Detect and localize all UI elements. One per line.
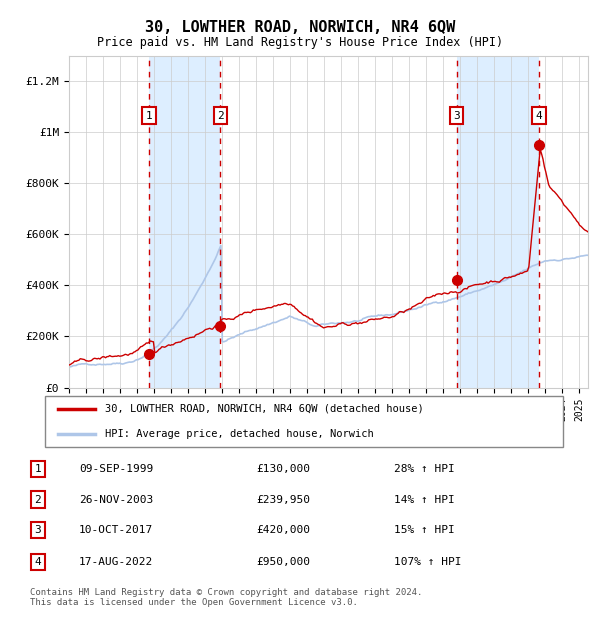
Text: 26-NOV-2003: 26-NOV-2003 xyxy=(79,495,154,505)
Text: £420,000: £420,000 xyxy=(256,525,310,535)
Text: 09-SEP-1999: 09-SEP-1999 xyxy=(79,464,154,474)
Text: 28% ↑ HPI: 28% ↑ HPI xyxy=(394,464,455,474)
Text: Price paid vs. HM Land Registry's House Price Index (HPI): Price paid vs. HM Land Registry's House … xyxy=(97,36,503,49)
Text: 30, LOWTHER ROAD, NORWICH, NR4 6QW: 30, LOWTHER ROAD, NORWICH, NR4 6QW xyxy=(145,20,455,35)
Text: 3: 3 xyxy=(34,525,41,535)
Text: 10-OCT-2017: 10-OCT-2017 xyxy=(79,525,154,535)
Bar xyxy=(457,56,539,388)
Text: 17-AUG-2022: 17-AUG-2022 xyxy=(79,557,154,567)
Text: 1: 1 xyxy=(34,464,41,474)
Text: 15% ↑ HPI: 15% ↑ HPI xyxy=(394,525,455,535)
Text: £950,000: £950,000 xyxy=(256,557,310,567)
Text: £239,950: £239,950 xyxy=(256,495,310,505)
Text: 2: 2 xyxy=(217,110,224,120)
Text: 3: 3 xyxy=(453,110,460,120)
Text: Contains HM Land Registry data © Crown copyright and database right 2024.
This d: Contains HM Land Registry data © Crown c… xyxy=(30,588,422,607)
Text: 2: 2 xyxy=(34,495,41,505)
Bar xyxy=(149,56,220,388)
Text: 4: 4 xyxy=(34,557,41,567)
Text: £130,000: £130,000 xyxy=(256,464,310,474)
Text: 107% ↑ HPI: 107% ↑ HPI xyxy=(394,557,461,567)
Text: 1: 1 xyxy=(145,110,152,120)
FancyBboxPatch shape xyxy=(44,396,563,447)
Text: 14% ↑ HPI: 14% ↑ HPI xyxy=(394,495,455,505)
Text: HPI: Average price, detached house, Norwich: HPI: Average price, detached house, Norw… xyxy=(105,430,374,440)
Text: 30, LOWTHER ROAD, NORWICH, NR4 6QW (detached house): 30, LOWTHER ROAD, NORWICH, NR4 6QW (deta… xyxy=(105,404,424,414)
Text: 4: 4 xyxy=(536,110,542,120)
